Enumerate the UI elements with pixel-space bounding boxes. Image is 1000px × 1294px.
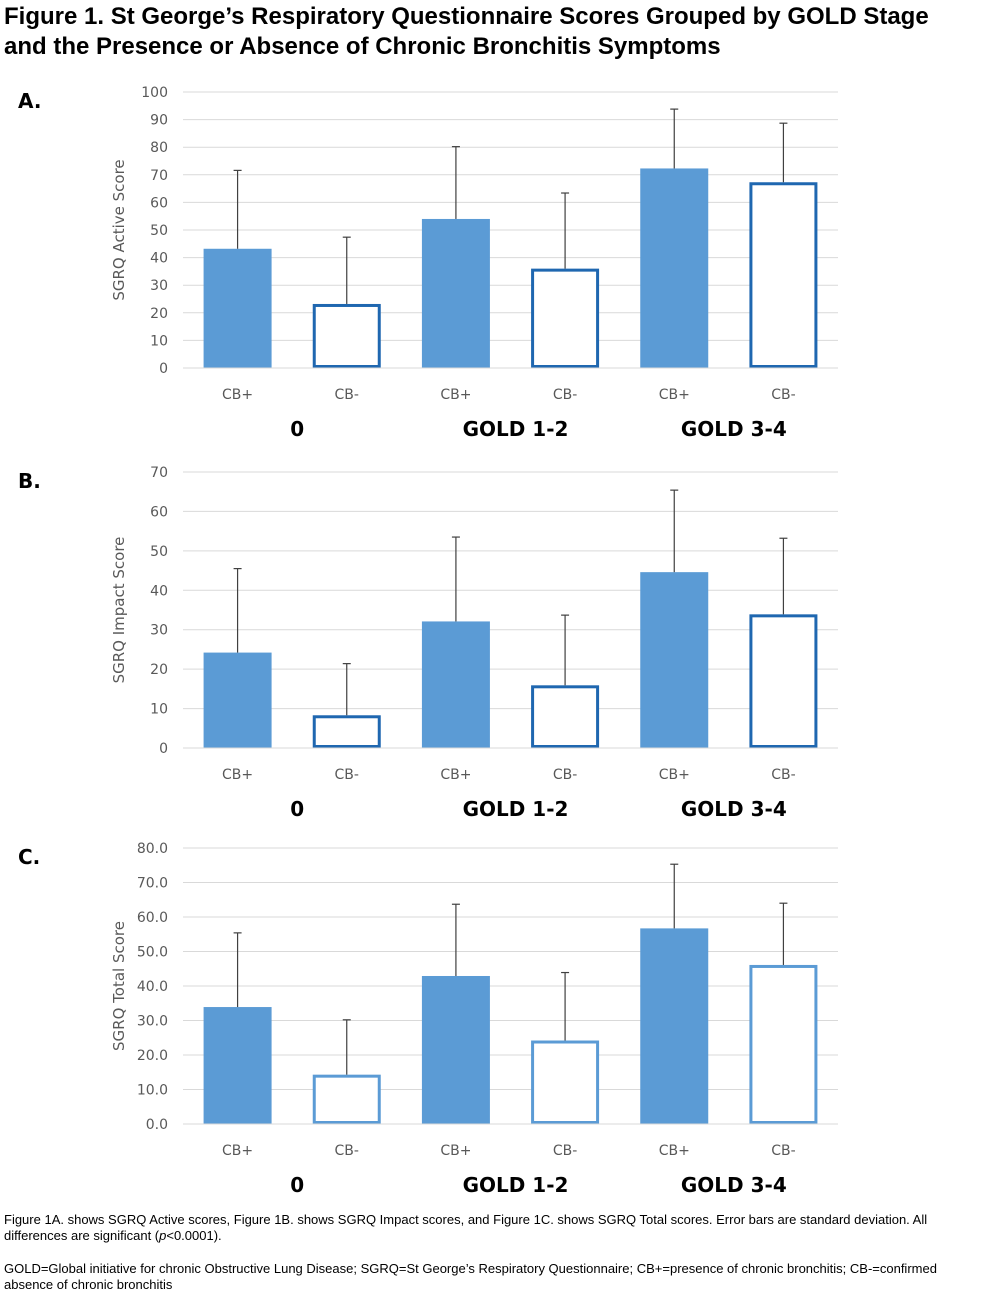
x-tick-label: CB- [335,1143,359,1159]
y-tick-label: 100 [141,85,168,101]
y-tick-label: 70 [150,168,168,184]
bar-CB--3 [531,685,600,749]
y-tick-label: 40.0 [137,979,168,995]
y-tick-label: 30.0 [137,1014,168,1030]
y-axis-label: SGRQ Total Score [110,921,128,1051]
y-axis-label: SGRQ Impact Score [110,537,128,684]
bar-CB+-0 [203,652,272,748]
group-label: GOLD 1-2 [463,417,569,441]
group-label: GOLD 3-4 [681,797,787,821]
y-tick-label: 10 [150,702,168,718]
chart-active-score: A. 0 10 20 30 40 50 60 70 80 90 100 SGRQ Active Scor… [18,85,838,441]
y-axis-label: SGRQ Active Score [110,159,128,300]
y-tick-label: 70.0 [137,876,168,892]
group-label: GOLD 1-2 [463,1173,569,1197]
x-tick-label: CB+ [222,1143,253,1159]
bar-CB+-4 [640,572,709,748]
bar-CB+-4 [640,928,709,1124]
chart-total-score: C. 0.0 10.0 20.0 30.0 40.0 50.0 60.0 70.0 80.0 SGR… [18,841,838,1197]
x-tick-label: CB+ [659,767,690,783]
caption-description: Figure 1A. shows SGRQ Active scores, Fig… [4,1212,928,1243]
bar-CB+-2 [421,218,490,368]
group-label: GOLD 3-4 [681,417,787,441]
bar-CB--1 [312,715,381,749]
y-tick-label: 20 [150,662,168,678]
x-tick-label: CB+ [440,767,471,783]
y-tick-label: 10.0 [137,1083,168,1099]
y-tick-label: 30 [150,278,168,294]
x-tick-label: CB+ [659,387,690,403]
x-tick-label: CB+ [440,1143,471,1159]
panel-label: A. [18,89,41,113]
bar-CB--5 [749,964,818,1124]
y-tick-label: 20.0 [137,1048,168,1064]
group-label: 0 [290,417,304,441]
x-tick-label: CB+ [440,387,471,403]
panel-label: C. [18,845,40,869]
x-tick-label: CB- [553,387,577,403]
figure-title-line1: Figure 1. St George’s Respiratory Questi… [4,3,929,30]
bar-CB--5 [749,614,818,748]
x-tick-label: CB- [771,767,795,783]
x-tick-label: CB+ [659,1143,690,1159]
bar-CB+-2 [421,975,490,1124]
figure-title: Figure 1. St George’s Respiratory Questi… [4,2,996,62]
bar-CB--1 [312,1074,381,1124]
x-tick-label: CB- [771,387,795,403]
y-tick-label: 10 [150,333,168,349]
x-tick-label: CB+ [222,387,253,403]
group-label: 0 [290,797,304,821]
panel-b: B. 0 10 20 30 40 50 60 70 SGRQ Impact Score CB+ CB-… [0,452,1000,830]
panel-c: C. 0.0 10.0 20.0 30.0 40.0 50.0 60.0 70.0 80.0 SGR… [0,828,1000,1206]
y-tick-label: 40 [150,583,168,599]
y-tick-label: 60 [150,195,168,211]
y-tick-label: 80 [150,140,168,156]
y-tick-label: 50 [150,544,168,560]
panel-a: A. 0 10 20 30 40 50 60 70 80 90 100 SGRQ Active Scor… [0,72,1000,450]
group-label: 0 [290,1173,304,1197]
bar-CB+-0 [203,248,272,368]
x-tick-label: CB- [335,767,359,783]
group-label: GOLD 3-4 [681,1173,787,1197]
y-tick-label: 30 [150,623,168,639]
x-tick-label: CB- [553,1143,577,1159]
y-tick-label: 90 [150,113,168,129]
y-tick-label: 0 [159,741,168,757]
bar-CB--3 [531,1040,600,1124]
y-tick-label: 60.0 [137,910,168,926]
y-tick-label: 40 [150,251,168,267]
y-tick-label: 60 [150,504,168,520]
y-tick-label: 0.0 [146,1117,168,1133]
x-tick-label: CB+ [222,767,253,783]
y-tick-label: 20 [150,306,168,322]
x-tick-label: CB- [553,767,577,783]
bar-CB+-0 [203,1007,272,1124]
y-tick-label: 0 [159,361,168,377]
x-tick-label: CB- [771,1143,795,1159]
group-label: GOLD 1-2 [463,797,569,821]
chart-impact-score: B. 0 10 20 30 40 50 60 70 SGRQ Impact Score CB+ CB-… [18,465,838,821]
y-tick-label: 50.0 [137,945,168,961]
bar-CB+-2 [421,621,490,748]
bar-CB+-4 [640,168,709,368]
bar-CB--5 [749,182,818,368]
y-tick-label: 80.0 [137,841,168,857]
bar-CB--1 [312,303,381,369]
x-tick-label: CB- [335,387,359,403]
figure-title-line2: and the Presence or Absence of Chronic B… [4,33,721,60]
y-tick-label: 50 [150,223,168,239]
panel-label: B. [18,469,41,493]
y-tick-label: 70 [150,465,168,481]
bar-CB--3 [531,268,600,368]
caption-abbreviations: GOLD=Global initiative for chronic Obstr… [4,1261,937,1292]
